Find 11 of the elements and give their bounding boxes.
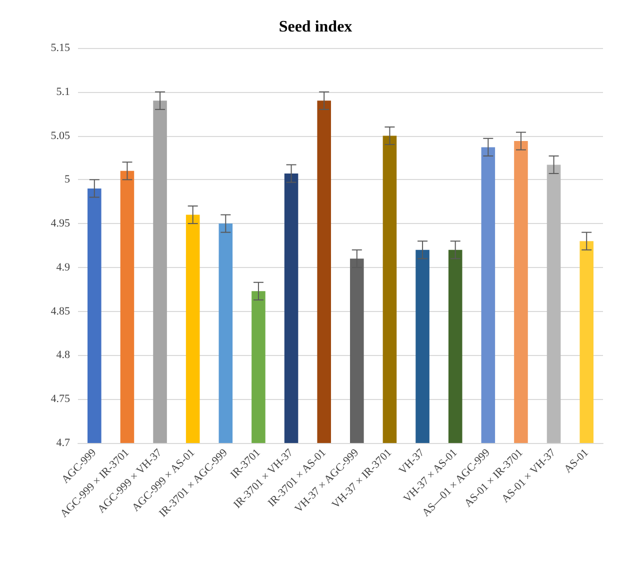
y-tick-label: 4.95 [50, 218, 70, 230]
y-tick-label: 5 [64, 174, 70, 186]
chart-title: Seed index [278, 18, 352, 36]
y-tick-label: 4.9 [56, 261, 70, 274]
y-tick-label: 4.85 [50, 305, 70, 318]
y-tick-label: 5.1 [56, 86, 70, 98]
y-tick-label: 5.15 [50, 42, 70, 54]
y-tick-label: 5.05 [50, 130, 70, 142]
y-tick-label: 4.75 [50, 393, 70, 406]
y-tick-label: 4.8 [56, 349, 70, 362]
y-tick-label: 4.7 [56, 437, 70, 449]
